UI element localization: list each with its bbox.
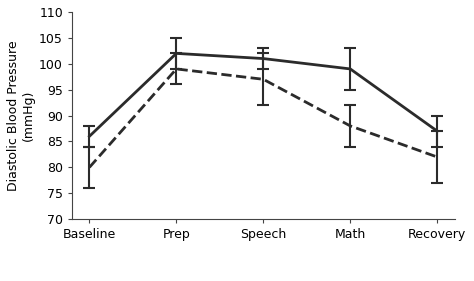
Y-axis label: Diastolic Blood Pressure
(mmHg): Diastolic Blood Pressure (mmHg) xyxy=(7,40,35,191)
